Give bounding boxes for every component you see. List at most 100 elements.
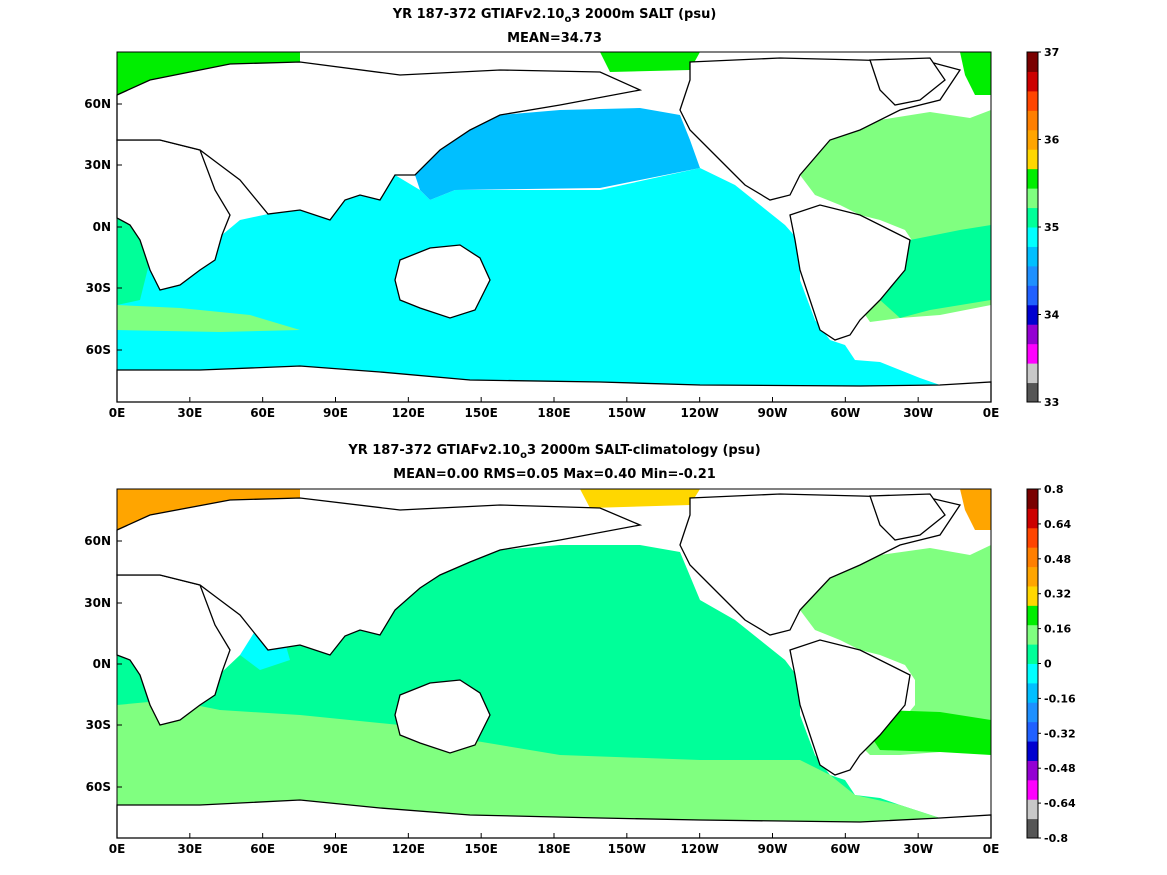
lat-tick-label: 60S: [86, 780, 111, 794]
panel2-arctic3: [960, 489, 991, 530]
colorbar-swatch: [1027, 129, 1038, 150]
lon-tick-label: 90E: [323, 406, 348, 420]
colorbar-swatch: [1027, 149, 1038, 170]
colorbar-swatch: [1027, 246, 1038, 267]
colorbar-swatch: [1027, 818, 1038, 839]
panel2-south-america: [789, 639, 911, 776]
lon-tick-label: 150E: [465, 842, 498, 856]
colorbar-tick-label: -0.48: [1044, 762, 1076, 775]
panel2-greenland: [869, 493, 946, 541]
colorbar-swatch: [1027, 721, 1038, 742]
lon-tick-label: 30W: [903, 406, 933, 420]
lat-tick-label: 30N: [84, 596, 111, 610]
colorbar-swatch: [1027, 566, 1038, 587]
lon-tick-label: 180E: [537, 842, 570, 856]
panel1-arctic3: [960, 52, 991, 95]
lat-tick-label: 60N: [84, 534, 111, 548]
colorbar-tick-label: 0: [1044, 658, 1052, 671]
panel1-indo-pacific-ocean: [117, 168, 940, 386]
colorbar-swatch: [1027, 799, 1038, 820]
lon-tick-label: 120W: [681, 406, 719, 420]
colorbar-swatch: [1027, 188, 1038, 209]
colorbar-swatch: [1027, 285, 1038, 306]
lon-tick-label: 90W: [758, 842, 788, 856]
panel1-greenland: [869, 57, 946, 106]
colorbar-swatch: [1027, 227, 1038, 247]
colorbar-tick-label: 0.16: [1044, 623, 1071, 636]
lon-tick-label: 90E: [323, 842, 348, 856]
panel1-title: YR 187-372 GTIAFv2.10o3 2000m SALT (psu): [392, 7, 717, 25]
panel1-south-america: [789, 204, 911, 341]
lat-tick-label: 0N: [93, 220, 111, 234]
lon-tick-label: 0E: [109, 842, 126, 856]
colorbar-tick-label: -0.16: [1044, 692, 1076, 705]
lon-tick-label: 120W: [681, 842, 719, 856]
colorbar-swatch: [1027, 527, 1038, 548]
colorbar-swatch: [1027, 682, 1038, 703]
panel1-map: [116, 51, 992, 403]
panel1-africa: [116, 139, 231, 291]
colorbar-swatch: [1027, 489, 1038, 509]
colorbar-swatch: [1027, 207, 1038, 228]
panel1-south-band: [117, 305, 300, 332]
colorbar-tick-label: 0.8: [1044, 483, 1064, 496]
colorbar-tick-label: 0.32: [1044, 588, 1071, 601]
lon-tick-label: 0E: [109, 406, 126, 420]
colorbar-swatch: [1027, 663, 1038, 684]
lon-tick-label: 90W: [758, 406, 788, 420]
colorbar-swatch: [1027, 741, 1038, 761]
panel1-axis-ticks: 0E 30E 60E 90E 120E 150E 180E 150W 120W 90W 60W 30W…: [84, 97, 999, 420]
colorbar-tick-label: 35: [1044, 221, 1059, 234]
colorbar-tick-label: 0.48: [1044, 553, 1071, 566]
colorbar-tick-label: 33: [1044, 396, 1059, 409]
panel2-arctic2: [580, 489, 700, 508]
colorbar-swatch: [1027, 168, 1038, 189]
colorbar-swatch: [1027, 547, 1038, 568]
lat-tick-label: 0N: [93, 657, 111, 671]
colorbar-swatch: [1027, 605, 1038, 626]
lon-tick-label: 0E: [983, 406, 1000, 420]
colorbar-tick-label: 0.64: [1044, 518, 1071, 531]
colorbar-swatch: [1027, 624, 1038, 645]
panel2-eurasia: [116, 497, 643, 656]
colorbar-swatch: [1027, 363, 1038, 384]
lon-tick-label: 120E: [392, 406, 425, 420]
lon-tick-label: 180E: [537, 406, 570, 420]
colorbar-swatch: [1027, 324, 1038, 345]
lon-tick-label: 30E: [177, 842, 202, 856]
lon-tick-label: 30W: [903, 842, 933, 856]
colorbar-swatch: [1027, 304, 1038, 325]
lon-tick-label: 150W: [608, 406, 646, 420]
panel2-subtitle: MEAN=0.00 RMS=0.05 Max=0.40 Min=-0.21: [393, 467, 716, 482]
colorbar-swatch: [1027, 71, 1038, 92]
panel2-title: YR 187-372 GTIAFv2.10o3 2000m SALT-clima…: [348, 443, 761, 461]
colorbar-swatch: [1027, 508, 1038, 529]
colorbar-swatch: [1027, 702, 1038, 723]
lat-tick-label: 60N: [84, 97, 111, 111]
colorbar-swatch: [1027, 644, 1038, 664]
lon-tick-label: 60W: [830, 406, 860, 420]
lon-tick-label: 30E: [177, 406, 202, 420]
panel1-arctic2: [600, 52, 700, 72]
lon-tick-label: 60W: [830, 842, 860, 856]
panel1-north-pacific: [415, 108, 700, 200]
panel2-axis-ticks: 0E 30E 60E 90E 120E 150E 180E 150W 120W 90W 60W 30W…: [84, 534, 999, 856]
panel1-south-atlantic: [880, 225, 991, 318]
colorbar-swatch: [1027, 585, 1038, 606]
lat-tick-label: 60S: [86, 343, 111, 357]
colorbar-tick-label: -0.32: [1044, 727, 1076, 740]
panel2-atlantic-band: [870, 710, 991, 755]
colorbar-swatch: [1027, 265, 1038, 286]
colorbar-tick-label: 36: [1044, 134, 1060, 147]
panel1-subtitle: MEAN=34.73: [507, 31, 602, 46]
colorbar-swatch: [1027, 52, 1038, 72]
lon-tick-label: 0E: [983, 842, 1000, 856]
panel2-southern-band: [117, 700, 940, 822]
panel2-australia: [394, 679, 491, 754]
panel1-australia: [394, 244, 491, 319]
lat-tick-label: 30N: [84, 158, 111, 172]
colorbar-tick-label: -0.8: [1044, 832, 1068, 845]
colorbar-swatch: [1027, 382, 1038, 403]
panel2-north-atlantic: [800, 545, 991, 755]
